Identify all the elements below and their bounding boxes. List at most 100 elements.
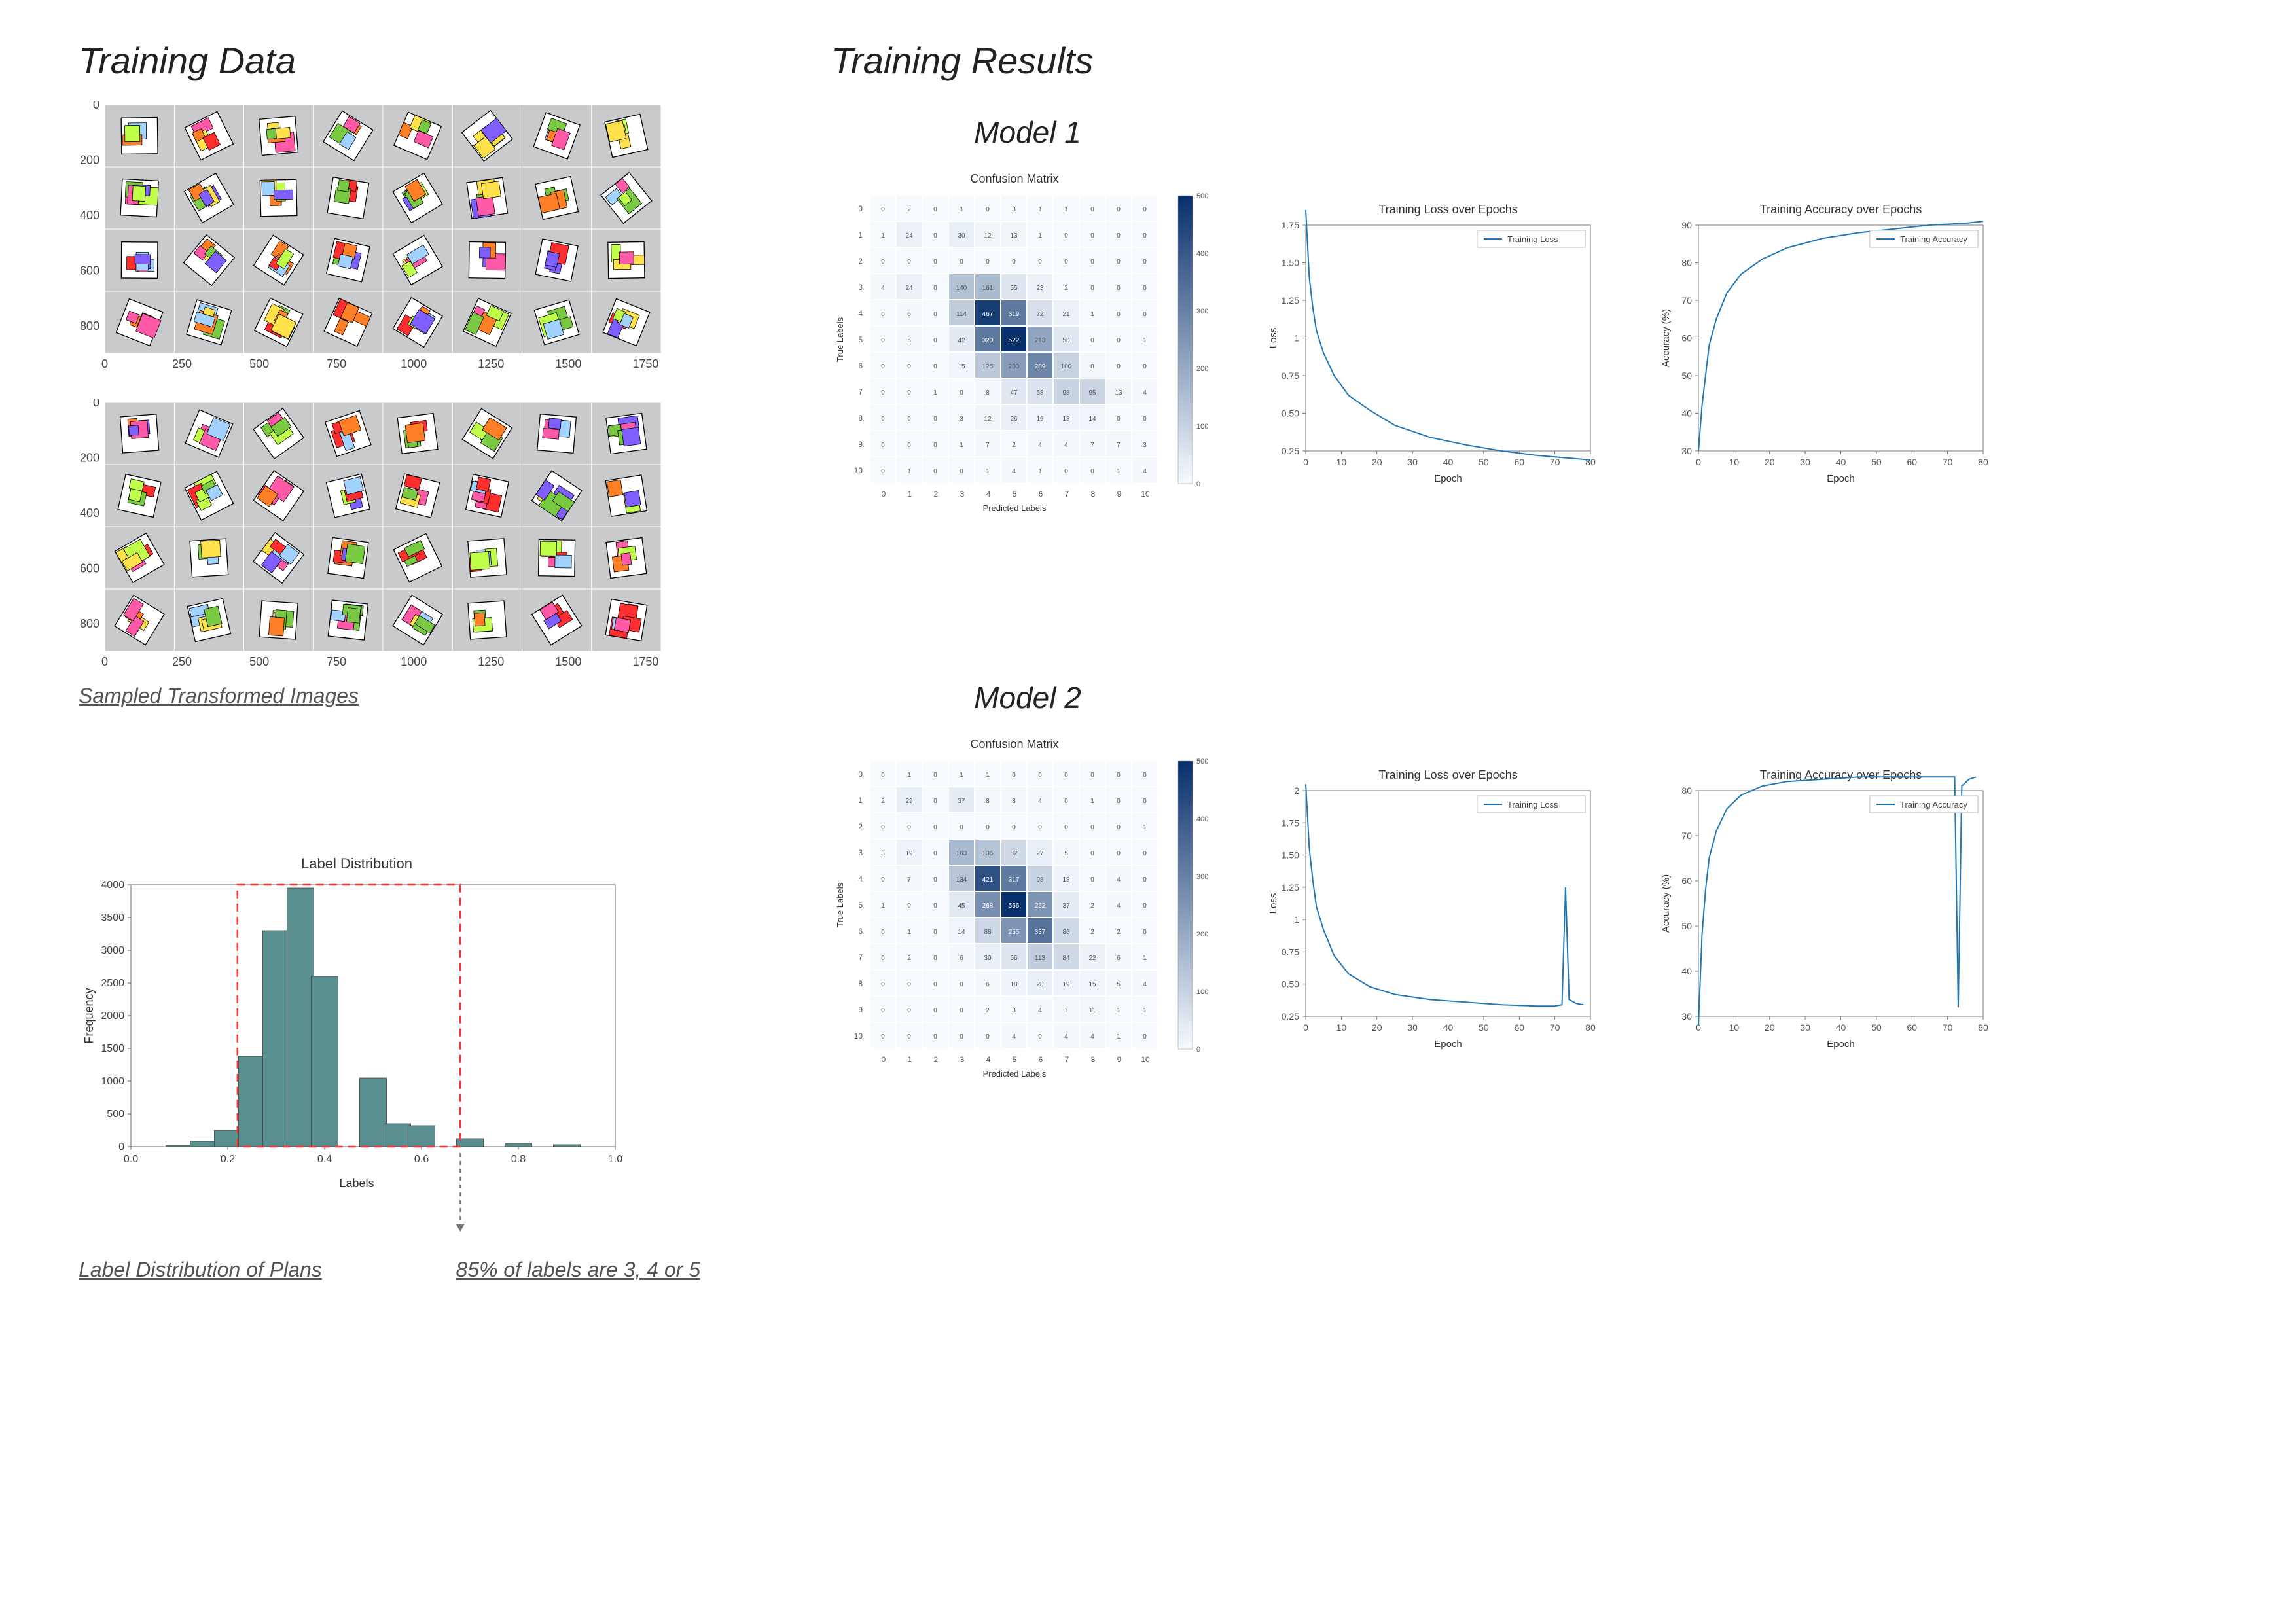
svg-text:4: 4 [881,285,885,292]
svg-text:40: 40 [1443,1022,1454,1033]
svg-text:True Labels: True Labels [835,882,845,927]
svg-text:8: 8 [1090,363,1094,370]
svg-text:0: 0 [907,1033,911,1041]
svg-text:0: 0 [881,1033,885,1041]
svg-text:7: 7 [1065,1055,1069,1064]
svg-text:4: 4 [1012,1033,1016,1041]
svg-text:3: 3 [858,283,863,292]
svg-text:3: 3 [960,416,963,423]
svg-text:7: 7 [1090,442,1094,449]
svg-text:0: 0 [1143,902,1147,910]
svg-text:0: 0 [1090,259,1094,266]
svg-text:0: 0 [93,101,99,111]
svg-text:70: 70 [1681,830,1692,841]
svg-text:250: 250 [172,655,192,668]
svg-text:0: 0 [881,311,885,318]
svg-text:4: 4 [858,874,863,883]
svg-text:30: 30 [1681,446,1692,456]
svg-text:7: 7 [1065,490,1069,499]
subheading-model-2: Model 2 [831,680,1224,715]
svg-text:80: 80 [1585,1022,1596,1033]
svg-text:6: 6 [1039,1055,1043,1064]
svg-text:1: 1 [907,929,911,936]
svg-text:1: 1 [986,772,990,779]
svg-text:1.0: 1.0 [608,1154,622,1165]
svg-text:Loss: Loss [1268,893,1279,914]
confusion-matrix-model-1: Confusion Matrix020103110001240301213100… [831,169,1211,516]
svg-text:1.75: 1.75 [1282,220,1299,230]
svg-text:319: 319 [1009,311,1020,318]
svg-text:114: 114 [956,311,967,318]
svg-text:0: 0 [933,468,937,475]
svg-text:0.75: 0.75 [1282,946,1299,957]
svg-text:1000: 1000 [401,357,427,370]
svg-text:400: 400 [1196,250,1208,258]
heading-training-data: Training Data [79,39,700,82]
svg-text:7: 7 [858,387,863,397]
svg-text:14: 14 [958,929,965,936]
svg-text:9: 9 [1117,490,1122,499]
svg-text:8: 8 [1091,490,1096,499]
svg-text:2: 2 [858,257,863,266]
svg-text:0: 0 [1143,363,1147,370]
svg-text:1: 1 [1294,333,1299,344]
svg-text:2: 2 [1090,929,1094,936]
svg-text:140: 140 [956,285,967,292]
svg-text:95: 95 [1088,389,1096,397]
svg-text:20: 20 [1372,1022,1382,1033]
svg-text:1: 1 [881,232,885,240]
svg-text:8: 8 [1012,798,1016,805]
svg-text:0: 0 [986,824,990,831]
svg-text:0.25: 0.25 [1282,446,1299,456]
svg-text:1: 1 [1117,468,1121,475]
svg-text:1.25: 1.25 [1282,882,1299,893]
svg-text:60: 60 [1514,1022,1524,1033]
svg-text:12: 12 [984,232,992,240]
svg-text:1: 1 [960,442,963,449]
svg-text:1750: 1750 [632,357,658,370]
svg-text:30: 30 [1800,457,1810,467]
svg-text:84: 84 [1062,955,1070,962]
svg-text:0: 0 [933,798,937,805]
svg-text:200: 200 [80,451,99,464]
svg-text:82: 82 [1010,850,1018,857]
svg-text:40: 40 [1681,966,1692,976]
svg-text:522: 522 [1009,337,1020,344]
svg-text:4: 4 [1143,389,1147,397]
svg-text:24: 24 [905,285,913,292]
svg-text:4: 4 [1038,1007,1042,1014]
svg-text:136: 136 [982,850,994,857]
svg-text:0: 0 [933,876,937,883]
svg-text:0: 0 [1038,772,1042,779]
svg-text:163: 163 [956,850,967,857]
svg-text:0: 0 [1117,206,1121,213]
svg-text:1: 1 [1117,1007,1121,1014]
svg-text:10: 10 [1729,1022,1740,1033]
svg-text:0: 0 [1117,285,1121,292]
svg-text:500: 500 [249,357,269,370]
svg-text:0.50: 0.50 [1282,979,1299,990]
svg-text:255: 255 [1009,929,1020,936]
svg-text:0: 0 [933,311,937,318]
svg-text:4: 4 [1117,902,1121,910]
svg-text:600: 600 [80,562,99,575]
svg-text:4: 4 [1038,798,1042,805]
svg-text:2: 2 [881,798,885,805]
svg-text:0: 0 [881,363,885,370]
sampled-images-grid-1: 025050075010001250150017500200400600800 [79,101,700,373]
svg-text:9: 9 [858,440,863,449]
svg-text:0: 0 [960,1007,963,1014]
svg-text:0: 0 [1117,232,1121,240]
svg-text:2: 2 [858,822,863,831]
svg-text:400: 400 [80,507,99,520]
svg-text:0: 0 [881,416,885,423]
svg-text:0: 0 [907,902,911,910]
svg-text:10: 10 [1336,1022,1347,1033]
svg-text:Training Loss over Epochs: Training Loss over Epochs [1378,203,1517,216]
svg-text:12: 12 [984,416,992,423]
svg-text:0: 0 [1117,259,1121,266]
loss-chart-model-1: Training Loss over Epochs010203040506070… [1263,199,1604,487]
svg-text:0: 0 [1196,1046,1200,1054]
svg-text:0: 0 [881,337,885,344]
svg-text:Confusion Matrix: Confusion Matrix [970,172,1058,185]
